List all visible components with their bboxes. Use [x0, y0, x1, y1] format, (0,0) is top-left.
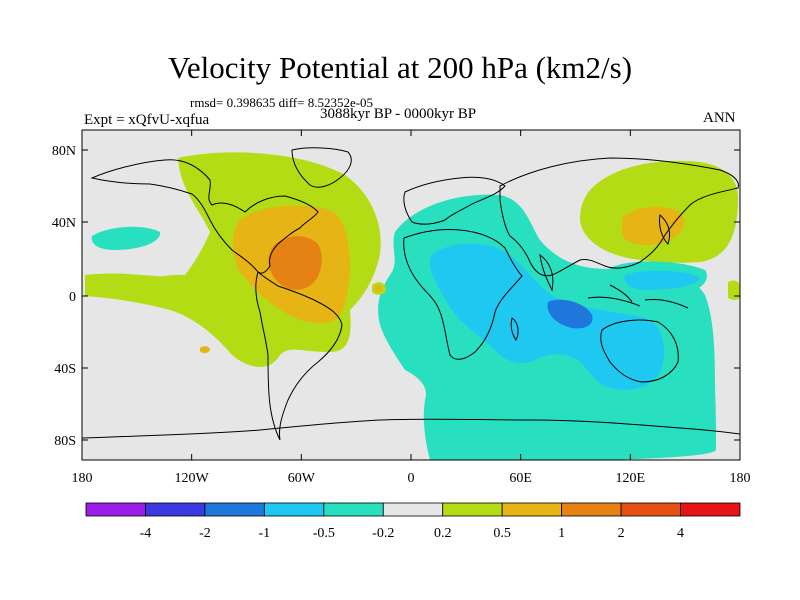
y-tick-label: 40N	[52, 216, 76, 231]
period-label: 3088kyr BP - 0000kyr BP	[320, 106, 477, 122]
colorbar: -4 -2 -1 -0.5 -0.2 0.2 0.5 1 2 4	[85, 502, 741, 541]
y-axis-ticks: 80N 40N 0 40S 80S	[52, 144, 740, 449]
colorbar-swatch	[263, 502, 325, 517]
coastline-antarctica	[82, 418, 740, 439]
coastline-africa	[403, 229, 523, 360]
contour-moderate-positive-atlantic-spot	[375, 285, 383, 293]
coastline-south-america	[255, 271, 343, 441]
colorbar-swatch	[561, 502, 622, 517]
coastline-madagascar	[510, 317, 519, 341]
colorbar-swatch	[680, 502, 741, 517]
coastline-indonesia	[587, 284, 689, 309]
x-axis-ticks: 180 120W 60W 0 60E 120E 180	[72, 130, 751, 486]
colorbar-label: -0.2	[372, 526, 394, 541]
coastline-japan	[659, 214, 671, 245]
colorbar-label: -4	[140, 526, 152, 541]
y-tick-label: 80N	[52, 144, 76, 159]
colorbar-label: -1	[259, 526, 271, 541]
colorbar-swatch	[501, 502, 563, 517]
colorbar-label: 1	[558, 526, 565, 541]
coastline-greenland	[291, 147, 352, 188]
x-tick-label: 60E	[509, 471, 532, 486]
colorbar-swatch	[442, 502, 503, 517]
colorbar-swatch	[323, 502, 384, 517]
x-tick-label: 180	[730, 471, 751, 486]
contour-strong-positive-core	[268, 236, 322, 290]
x-tick-label: 120W	[175, 471, 210, 486]
coastline-asia	[499, 157, 739, 277]
colorbar-swatch	[85, 502, 146, 517]
season-label: ANN	[703, 110, 736, 126]
contour-positive-east-edge	[728, 280, 740, 300]
x-tick-label: 120E	[616, 471, 646, 486]
contour-negative-n-pacific	[91, 226, 161, 250]
contour-strong-negative-core	[547, 299, 593, 329]
x-tick-label: 60W	[288, 471, 316, 486]
plot-title: Velocity Potential at 200 hPa (km2/s)	[167, 50, 633, 85]
colorbar-swatch	[145, 502, 206, 517]
contour-moderate-positive-japan	[622, 206, 685, 246]
contour-moderate-positive-spot-south	[200, 346, 210, 354]
colorbar-swatch	[204, 502, 265, 517]
coastlines	[82, 147, 740, 441]
coastline-north-america	[90, 159, 319, 274]
colorbar-label: 2	[618, 526, 625, 541]
y-tick-label: 0	[69, 290, 76, 305]
coastline-australia	[600, 319, 679, 383]
y-tick-label: 40S	[54, 362, 76, 377]
y-tick-label: 80S	[54, 434, 76, 449]
experiment-label: Expt = xQfvU-xqfua	[84, 112, 210, 128]
x-tick-label: 180	[72, 471, 93, 486]
colorbar-label: -0.5	[313, 526, 335, 541]
colorbar-label: 0.5	[493, 526, 511, 541]
colorbar-swatch	[620, 502, 681, 517]
contour-moderate-negative-philippines	[624, 270, 700, 290]
x-tick-label: 0	[408, 471, 415, 486]
colorbar-label: -2	[199, 526, 211, 541]
colorbar-label: 4	[677, 526, 684, 541]
contour-fields	[85, 152, 740, 460]
coastline-europe	[403, 176, 506, 225]
coastline-india	[539, 253, 554, 292]
colorbar-label: 0.2	[434, 526, 452, 541]
contour-positive-south-pacific	[150, 274, 205, 290]
stats-label: rmsd= 0.398635 diff= 8.52352e-05	[190, 95, 374, 110]
colorbar-swatch	[382, 502, 444, 517]
